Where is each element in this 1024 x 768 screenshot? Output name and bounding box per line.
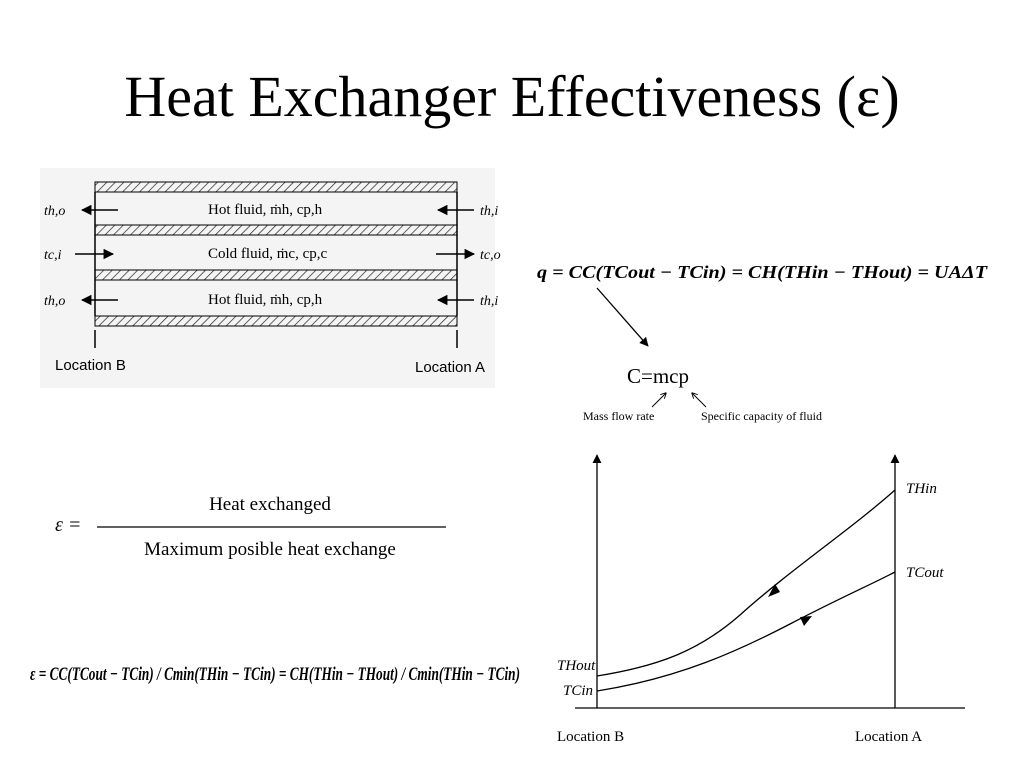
outer-wall-bottom <box>94 315 458 327</box>
capacity-definition: C=mcp Mass flow rate Specific capacity o… <box>583 364 822 423</box>
hot-fluid-top-label: Hot fluid, ṁh, cp,h <box>208 202 323 218</box>
mass-flow-label: Mass flow rate <box>583 409 654 423</box>
temperature-plot: THin TCout THout TCin Location B Locatio… <box>557 454 965 745</box>
left-label-middle: tc,i <box>44 248 62 263</box>
diagram-location-a: Location A <box>415 359 485 376</box>
label-t-cout: TCout <box>906 565 944 581</box>
cold-flow-arrow <box>800 616 812 626</box>
cold-fluid-curve <box>596 571 896 692</box>
heat-rate-equation: q = CC(TCout − TCin) = CH(THin − THout) … <box>537 262 988 283</box>
fraction-denominator: Maximum posible heat exchange <box>144 539 396 560</box>
left-label-top: th,o <box>44 204 65 219</box>
hot-fluid-bottom-label: Hot fluid, ṁh, cp,h <box>208 292 323 308</box>
inner-wall-bottom <box>94 269 458 281</box>
right-label-middle: tc,o <box>480 248 501 263</box>
hot-flow-arrow <box>768 584 780 597</box>
effectiveness-equation-text: ε = CC(TCout − TCin) / Cmin(THin − TCin)… <box>30 664 520 685</box>
effectiveness-equation: ε = CC(TCout − TCin) / Cmin(THin − TCin)… <box>30 664 520 685</box>
outer-wall-top <box>94 181 458 193</box>
cold-fluid-label: Cold fluid, ṁc, cp,c <box>208 246 327 262</box>
mass-flow-pointer <box>651 393 666 408</box>
fraction-numerator: Heat exchanged <box>209 494 331 515</box>
plot-location-b: Location B <box>557 729 624 745</box>
plot-location-a: Location A <box>855 729 922 745</box>
inner-wall-top <box>94 224 458 236</box>
left-label-bottom: th,o <box>44 294 65 309</box>
slide-title: Heat Exchanger Effectiveness (ε) <box>124 64 900 129</box>
epsilon-symbol: ε = <box>55 514 81 536</box>
effectiveness-definition: ε = Heat exchanged Maximum posible heat … <box>55 494 446 560</box>
specific-capacity-pointer <box>692 393 707 408</box>
heat-rate-equation-text: q = CC(TCout − TCin) = CH(THin − THout) … <box>537 262 988 283</box>
label-t-hout: THout <box>557 658 596 674</box>
right-label-bottom: th,i <box>480 294 498 309</box>
pointer-arrow <box>596 287 649 347</box>
label-t-hin: THin <box>906 481 937 497</box>
right-label-top: th,i <box>480 204 498 219</box>
capacity-equation: C=mcp <box>627 364 689 388</box>
label-t-cin: TCin <box>563 683 593 699</box>
diagram-location-b: Location B <box>55 357 126 374</box>
heat-exchanger-diagram: Hot fluid, ṁh, cp,h Cold fluid, ṁc, cp,c… <box>40 168 501 388</box>
hot-fluid-curve <box>596 489 896 677</box>
specific-capacity-label: Specific capacity of fluid <box>701 409 822 423</box>
